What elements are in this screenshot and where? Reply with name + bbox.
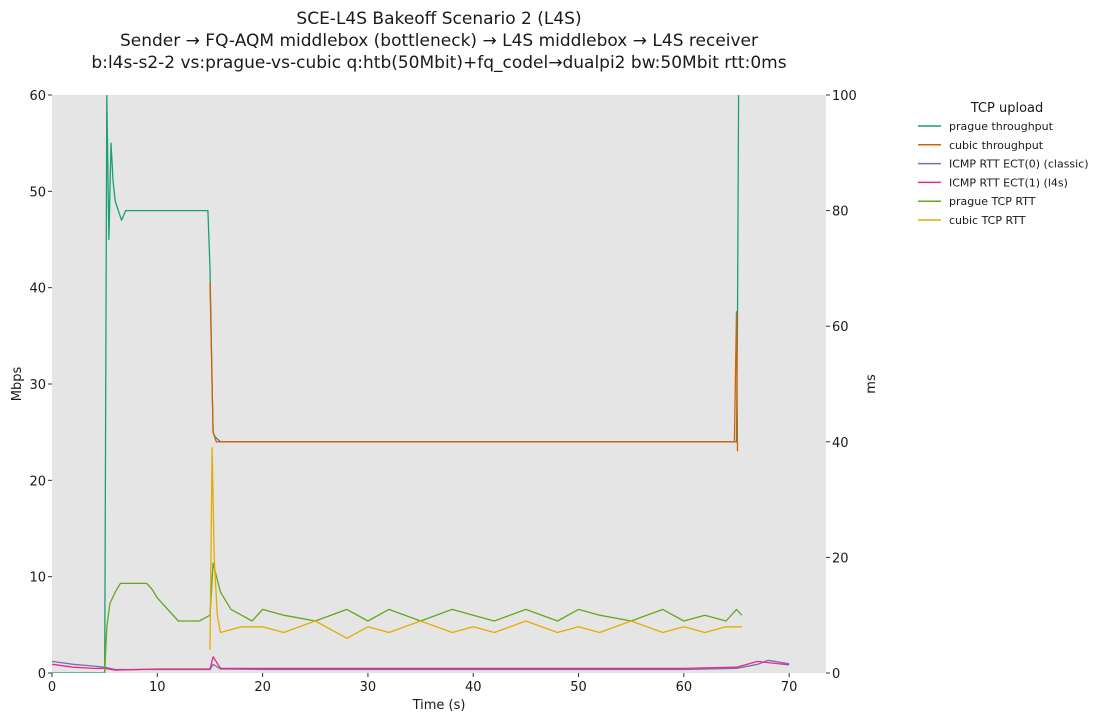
y2-tick-label: 0	[832, 667, 840, 682]
y-axis-label: Mbps	[10, 367, 25, 402]
legend-entry: prague throughput	[949, 120, 1054, 133]
y-tick-label: 20	[29, 474, 46, 489]
x-tick-label: 50	[570, 680, 587, 695]
y-tick-label: 10	[29, 571, 46, 586]
series-layer	[52, 95, 790, 673]
x-tick-label: 40	[465, 680, 482, 695]
title-line: SCE-L4S Bakeoff Scenario 2 (L4S)	[296, 9, 581, 29]
legend-entry: cubic throughput	[949, 139, 1044, 152]
legend-entry: cubic TCP RTT	[949, 214, 1026, 227]
y2-tick-label: 60	[832, 320, 849, 335]
series-icmp-rtt-ect-0-classic	[52, 659, 790, 671]
x-tick-label: 70	[781, 680, 798, 695]
y-tick-label: 30	[29, 378, 46, 393]
series-icmp-rtt-ect-1-l4s	[52, 656, 790, 671]
x-tick-label: 30	[360, 680, 377, 695]
x-axis-label: Time (s)	[412, 698, 466, 713]
x-tick-label: 0	[48, 680, 56, 695]
series-prague-tcp-rtt	[104, 562, 743, 673]
y-tick-label: 40	[29, 282, 46, 297]
x-tick-label: 20	[254, 680, 271, 695]
plot-area	[52, 95, 826, 673]
y2-tick-label: 100	[832, 89, 857, 104]
y2-tick-label: 40	[832, 436, 849, 451]
legend-entry: ICMP RTT ECT(1) (l4s)	[949, 176, 1068, 189]
y-axis-right: 0 20 40 60 80 100	[826, 89, 857, 682]
x-axis: 0 10 20 30 40 50 60 70	[48, 673, 798, 695]
chart-title: SCE-L4S Bakeoff Scenario 2 (L4S)Sender →…	[91, 9, 786, 73]
y2-tick-label: 80	[832, 205, 849, 220]
x-tick-label: 60	[676, 680, 693, 695]
title-line: b:l4s-s2-2 vs:prague-vs-cubic q:htb(50Mb…	[91, 53, 786, 73]
legend-entry: ICMP RTT ECT(0) (classic)	[949, 158, 1089, 171]
legend-entry: prague TCP RTT	[949, 195, 1036, 208]
legend: TCP upload prague throughput cubic throug…	[918, 101, 1089, 227]
y-tick-label: 0	[38, 667, 46, 682]
y-tick-label: 60	[29, 89, 46, 104]
y2-axis-label: ms	[864, 374, 879, 394]
title-line: Sender → FQ-AQM middlebox (bottleneck) →…	[120, 31, 758, 51]
y-axis-left: 0 10 20 30 40 50 60	[29, 89, 52, 682]
legend-title: TCP upload	[970, 101, 1044, 116]
y-tick-label: 50	[29, 185, 46, 200]
series-cubic-tcp-rtt	[209, 446, 742, 650]
y2-tick-label: 20	[832, 551, 849, 566]
series-cubic-throughput	[209, 282, 739, 452]
x-tick-label: 10	[149, 680, 166, 695]
